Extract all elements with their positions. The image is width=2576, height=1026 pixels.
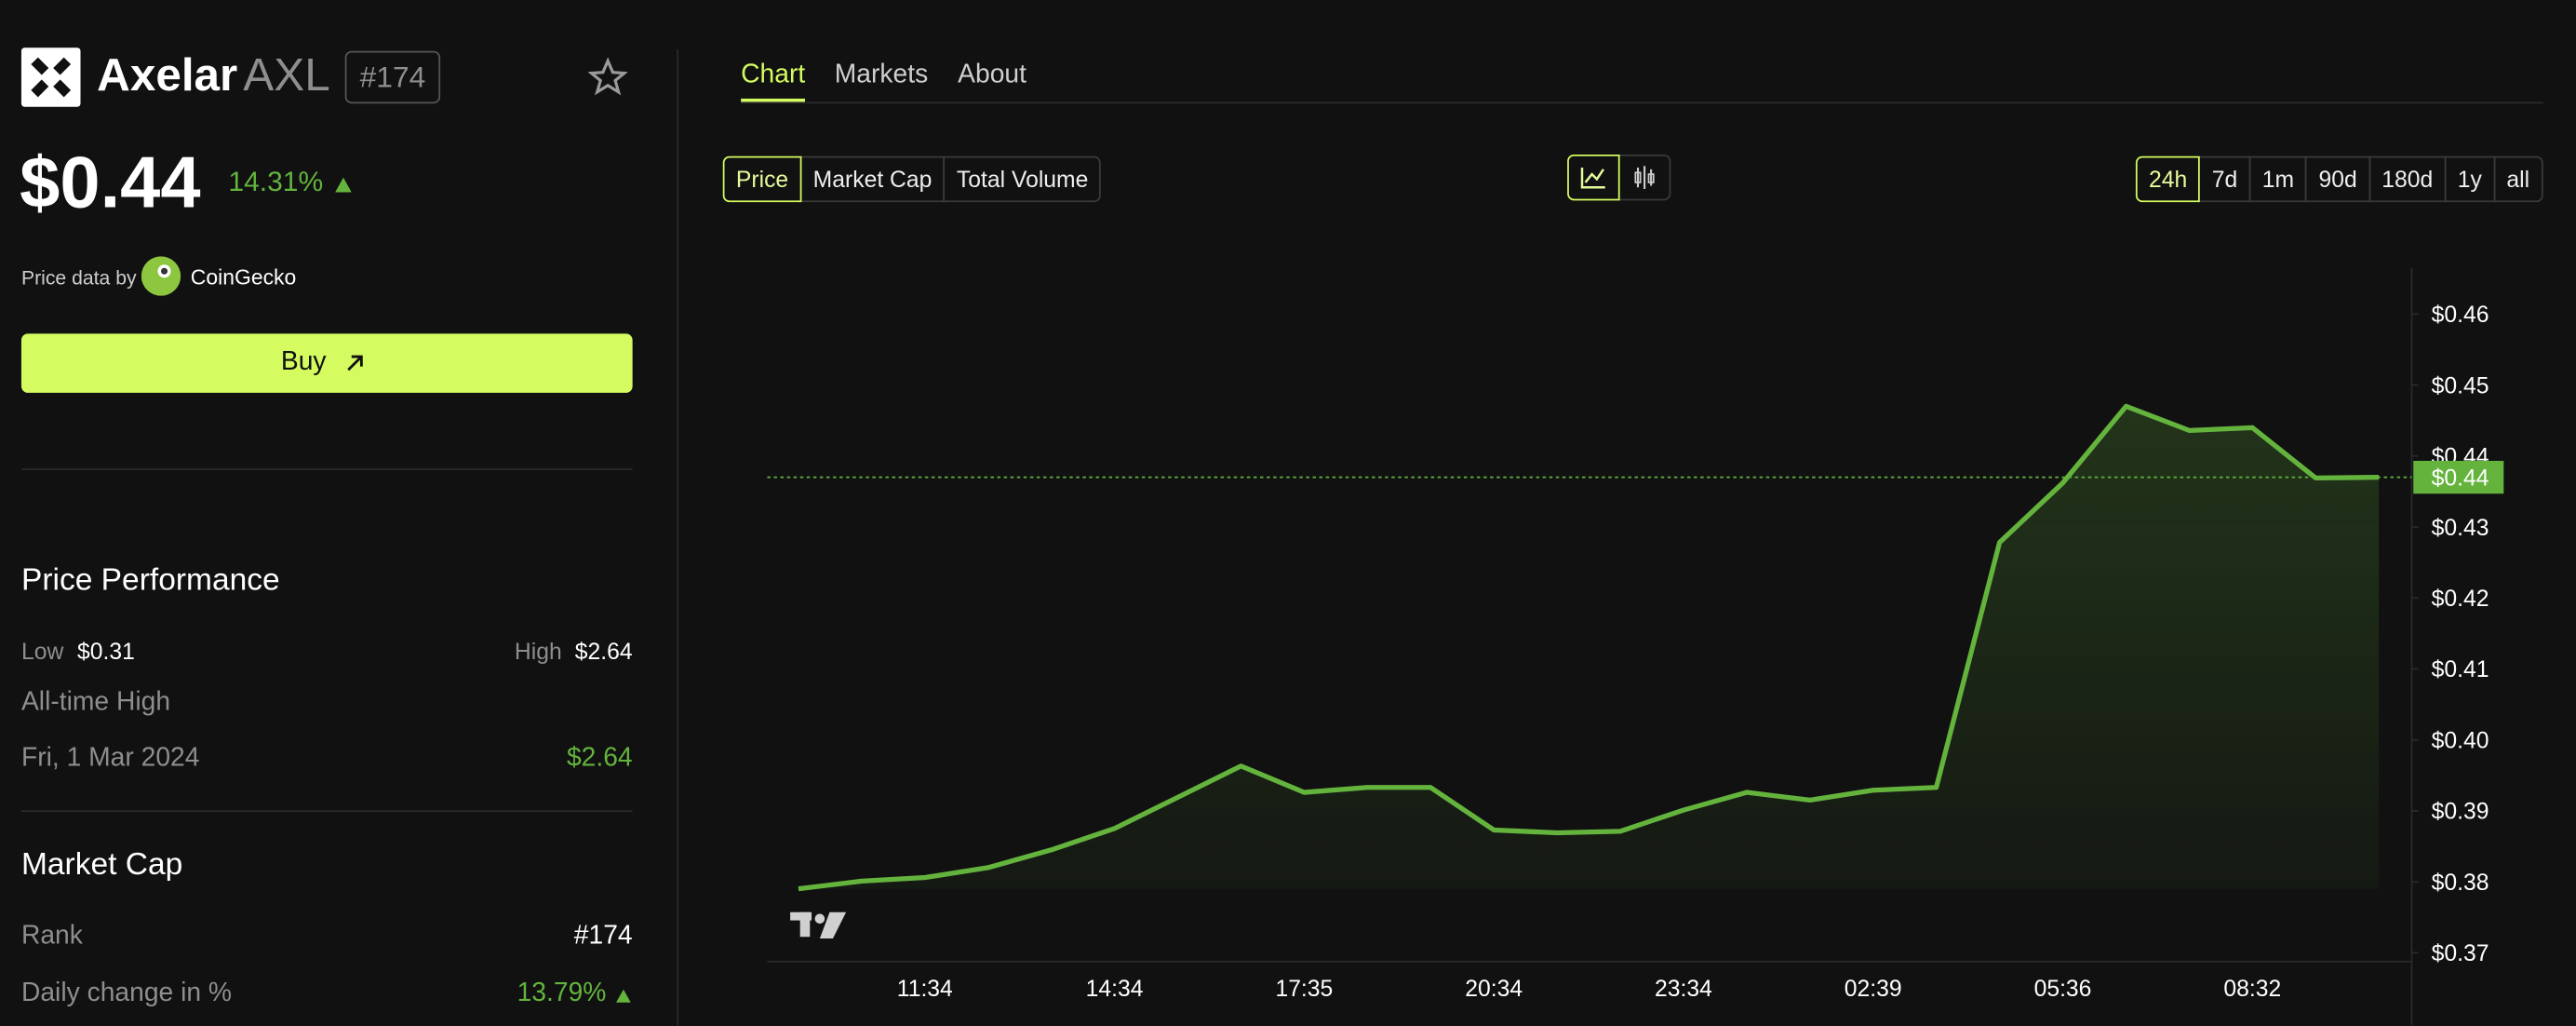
ath-value: $2.64 bbox=[566, 744, 633, 773]
line-chart-button[interactable] bbox=[1567, 154, 1620, 201]
high-value: $2.64 bbox=[574, 637, 633, 665]
range-button[interactable]: 1m bbox=[2248, 155, 2308, 203]
tab[interactable]: Chart bbox=[741, 61, 806, 102]
x-tick-label: 20:34 bbox=[1465, 977, 1523, 1002]
chart-style-switch bbox=[1567, 154, 1671, 201]
favorite-star[interactable] bbox=[587, 57, 628, 97]
y-tick-label: $0.37 bbox=[2432, 941, 2489, 966]
rank-label: Rank bbox=[20, 922, 83, 951]
area-fill bbox=[798, 406, 2380, 889]
current-price-label: $0.44 bbox=[2432, 466, 2489, 491]
range-button[interactable]: 1y bbox=[2444, 155, 2495, 203]
low-value: $0.31 bbox=[76, 637, 135, 665]
change-label: Daily change in % bbox=[20, 979, 233, 1008]
x-tick-label: 11:34 bbox=[897, 977, 953, 1002]
price-line bbox=[798, 403, 2380, 892]
panel-divider bbox=[677, 48, 679, 1026]
external-arrow bbox=[347, 355, 363, 371]
x-tick-label: 17:35 bbox=[1275, 977, 1333, 1002]
y-tick-label: $0.43 bbox=[2432, 516, 2489, 541]
x-tick-label: 02:39 bbox=[1845, 977, 1902, 1002]
tradingview-logo bbox=[790, 911, 847, 938]
divider bbox=[20, 468, 633, 470]
price-change: 14.31% bbox=[228, 166, 324, 197]
x-tick-label: 05:36 bbox=[2034, 977, 2092, 1002]
change-value: 13.79% bbox=[517, 979, 607, 1008]
current-price-tag bbox=[2413, 460, 2504, 494]
x-tick-label: 23:34 bbox=[1655, 977, 1712, 1002]
range-button[interactable]: 7d bbox=[2198, 155, 2251, 203]
metric-switch: Price Market Cap Total Volume bbox=[722, 155, 1102, 203]
coin-name: Axelar bbox=[97, 48, 238, 101]
high-label: High bbox=[514, 637, 562, 665]
range-button[interactable]: all bbox=[2493, 155, 2543, 203]
up-arrow bbox=[335, 177, 352, 193]
rank-badge: #174 bbox=[344, 50, 441, 104]
source-prefix: Price data by bbox=[20, 265, 137, 290]
metric-button[interactable]: Total Volume bbox=[943, 155, 1102, 203]
ath-title: All-time High bbox=[20, 688, 171, 717]
tab[interactable]: Markets bbox=[834, 61, 929, 89]
y-tick-label: $0.38 bbox=[2432, 871, 2489, 896]
x-tick-label: 08:32 bbox=[2223, 977, 2281, 1002]
section-title: Market Cap bbox=[20, 847, 183, 883]
buy-label: Buy bbox=[280, 348, 327, 377]
range-button[interactable]: 90d bbox=[2305, 155, 2370, 203]
ath-date: Fri, 1 Mar 2024 bbox=[20, 744, 200, 773]
y-tick-label: $0.41 bbox=[2432, 657, 2489, 682]
y-tick-label: $0.39 bbox=[2432, 800, 2489, 825]
price: $0.44 bbox=[20, 142, 201, 224]
y-tick-label: $0.46 bbox=[2432, 303, 2489, 328]
y-tick-label: $0.45 bbox=[2432, 373, 2489, 398]
candle-chart-button[interactable] bbox=[1617, 154, 1671, 201]
tab-rule bbox=[741, 101, 2543, 104]
low-label: Low bbox=[20, 637, 64, 665]
rank-value: #174 bbox=[573, 922, 633, 951]
coin-symbol: AXL bbox=[243, 48, 330, 101]
metric-button[interactable]: Price bbox=[722, 155, 802, 203]
buy-button[interactable]: Buy bbox=[20, 333, 633, 393]
range-switch: 24h 7d 1m 90d 180d 1y all bbox=[2135, 155, 2543, 203]
range-button[interactable]: 180d bbox=[2368, 155, 2447, 203]
logo bbox=[20, 47, 81, 107]
y-tick-label: $0.42 bbox=[2432, 587, 2489, 612]
divider bbox=[20, 810, 633, 813]
tab[interactable]: About bbox=[958, 61, 1026, 89]
y-tick-label: $0.40 bbox=[2432, 728, 2489, 753]
section-title: Price Performance bbox=[20, 563, 280, 599]
metric-button[interactable]: Market Cap bbox=[799, 155, 946, 203]
source-provider: CoinGecko bbox=[190, 264, 297, 290]
x-tick-label: 14:34 bbox=[1086, 977, 1144, 1002]
up-arrow bbox=[615, 989, 631, 1003]
range-button[interactable]: 24h bbox=[2135, 155, 2201, 203]
coingecko-icon bbox=[141, 256, 181, 296]
